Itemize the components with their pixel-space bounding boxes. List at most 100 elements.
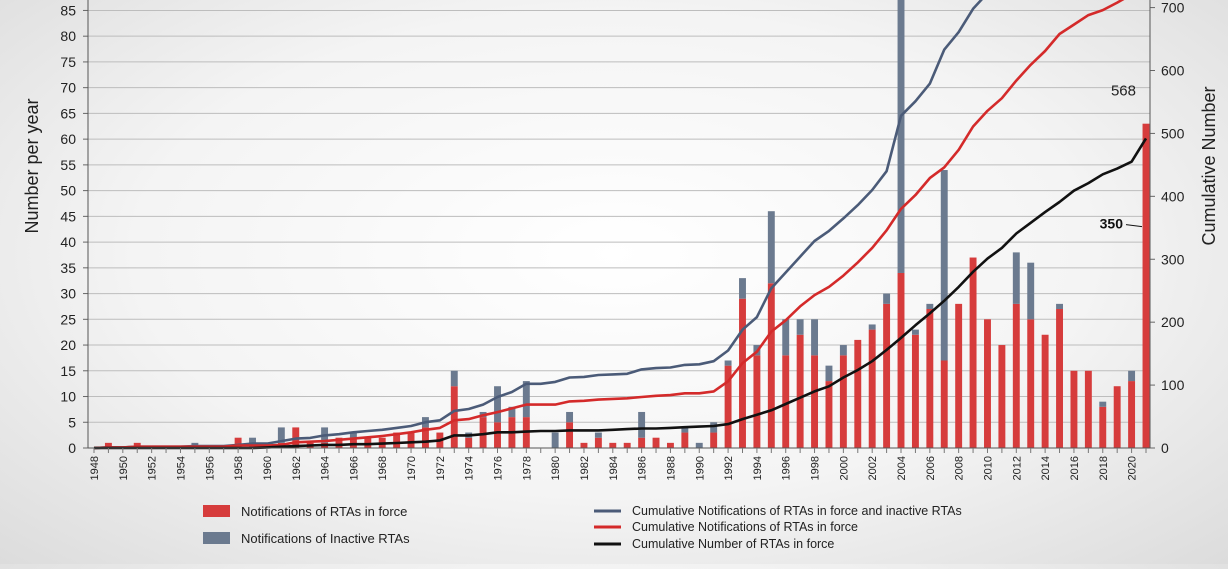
x-tick-label: 1948 [89,456,101,480]
bar-in-force [465,437,473,448]
left-tick-label: 55 [60,157,76,173]
x-tick-label: 2000 [838,456,850,480]
bar-inactive [681,427,689,433]
bar-in-force [335,437,343,448]
legend-label: Cumulative Number of RTAs in force [632,537,834,551]
grid-lines [88,9,1150,449]
bar-inactive [566,411,574,423]
bar-inactive [508,406,516,418]
bar-in-force [1084,370,1092,448]
bar-in-force [1012,303,1020,448]
bar-in-force [839,355,847,448]
bar-inactive [638,411,646,438]
bar-in-force [897,272,905,448]
bar-inactive [494,386,501,423]
bar-inactive [349,432,357,438]
bar-inactive [1027,262,1035,320]
bar-inactive [811,319,819,356]
bar-in-force [580,442,588,448]
bar-in-force [767,283,775,448]
legend-label: Cumulative Notifications of RTAs in forc… [632,504,962,518]
bar-in-force [450,386,458,448]
bar-in-force [494,422,501,448]
right-axis-title: Cumulative Number [1199,86,1219,245]
bar-inactive [940,170,948,361]
right-tick-label: 300 [1161,251,1185,267]
x-tick-label: 2008 [954,456,966,480]
x-tick-label: 1980 [550,456,562,480]
right-tick-label: 700 [1161,0,1185,16]
bar-inactive [883,293,891,304]
bar-in-force [796,334,804,448]
bar-inactive [695,442,703,448]
bar-in-force [652,437,660,448]
x-tick-label: 1970 [406,456,418,480]
x-tick-label: 1974 [464,456,476,480]
end-labels: 568 350 [1100,83,1143,232]
line-cumulative-all [93,0,983,450]
bar-inactive [897,0,905,273]
left-tick-label: 10 [60,389,76,405]
x-tick-label: 1992 [723,456,735,480]
legend-label: Notifications of RTAs in force [241,504,407,519]
x-tick-label: 1972 [435,456,447,480]
bar-in-force [724,365,732,448]
bar-in-force [349,437,357,448]
bar-in-force [638,437,646,448]
x-tick-label: 2014 [1040,456,1052,480]
left-tick-label: 5 [68,414,76,430]
legend-label: Cumulative Notifications of RTAs in forc… [632,520,858,534]
bar-in-force [234,437,242,448]
x-tick-label: 1964 [320,456,332,480]
x-tick-label: 1956 [204,456,216,480]
bar-in-force [1128,381,1136,448]
right-tick-label: 200 [1161,314,1185,330]
bar-inactive [796,319,804,335]
line-cumulative-in-force-notifications [93,0,1125,450]
end-label-black: 350 [1100,216,1124,232]
left-tick-label: 40 [60,234,76,250]
right-tick-label: 600 [1161,63,1185,79]
bar-in-force [825,381,833,448]
x-tick-label: 1958 [233,456,245,480]
bar-in-force [1056,309,1063,448]
bar-in-force [753,355,761,448]
bar-inactive [782,319,790,356]
bar-inactive [594,432,602,438]
bar-inactive [739,278,746,299]
bar-inactive [1099,401,1107,407]
bar-inactive [277,427,285,443]
end-label-black-leader [1125,224,1143,228]
bar-inactive [926,303,934,310]
bar-in-force [393,432,401,448]
legend-swatch-bar [203,532,230,544]
bar-in-force [926,309,934,448]
left-tick-label: 35 [60,260,76,276]
left-tick-label: 50 [60,183,76,199]
right-tick-label: 400 [1161,188,1185,204]
bar-in-force [1099,406,1107,448]
bar-inactive [551,432,559,448]
left-tick-label: 80 [60,28,76,44]
left-tick-label: 65 [60,105,76,121]
bar-in-force [911,334,919,448]
x-tick-label: 1950 [118,456,130,480]
x-tick-label: 1990 [694,456,706,480]
left-tick-label: 15 [60,363,76,379]
left-axis-title: Number per year [22,98,42,233]
bar-inactive [767,211,775,284]
x-tick-label: 1968 [377,456,389,480]
bar-in-force [104,442,112,448]
left-tick-label: 20 [60,337,76,353]
left-tick-label: 30 [60,286,76,302]
bar-in-force [364,437,372,448]
bar-inactive [839,345,847,356]
bar-in-force [1027,319,1035,448]
x-tick-label: 2006 [925,456,937,480]
x-tick-label: 1994 [752,456,764,480]
bar-in-force [955,303,963,448]
bar-in-force [407,432,415,448]
bar-in-force [566,422,574,448]
left-tick-label: 85 [60,2,76,18]
